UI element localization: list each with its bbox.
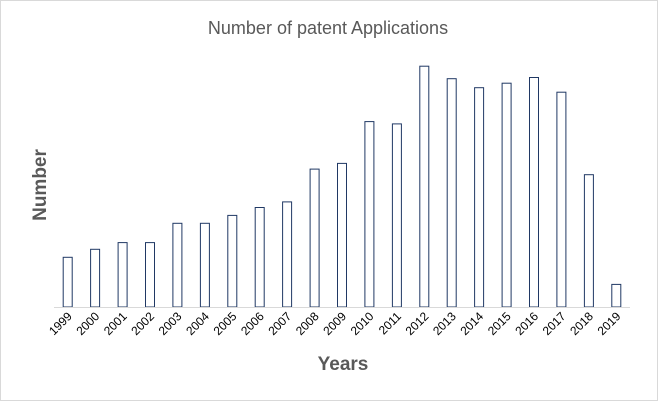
x-tick-label-2007: 2007 [265, 309, 294, 338]
x-tick-label-2000: 2000 [73, 309, 102, 338]
bar-2005 [227, 214, 238, 308]
x-tick-label-2015: 2015 [485, 309, 514, 338]
bar-2002 [145, 242, 155, 308]
bar-2017 [556, 91, 567, 308]
x-tick-label-2003: 2003 [156, 309, 185, 338]
x-tick-label-2016: 2016 [512, 309, 541, 338]
x-tick-label-2002: 2002 [128, 309, 157, 338]
bar-2006 [254, 207, 265, 308]
bar-2013 [446, 78, 457, 308]
y-axis-label: Number [30, 149, 51, 221]
bar-2001 [117, 242, 128, 308]
bar-1999 [62, 256, 73, 308]
x-tick-labels: 1999200020012002200320042005200620072008… [46, 309, 624, 338]
x-tick-label-2017: 2017 [540, 309, 569, 338]
bar-2007 [282, 201, 293, 308]
x-tick-label-2006: 2006 [238, 309, 267, 338]
x-tick-label-2018: 2018 [567, 309, 596, 338]
bar-2015 [501, 82, 512, 308]
bar-2000 [90, 248, 101, 308]
bar-2008 [309, 168, 320, 308]
bar-2010 [364, 121, 375, 308]
x-tick-label-2008: 2008 [293, 309, 322, 338]
bar-2012 [419, 65, 430, 308]
x-tick-label-2019: 2019 [595, 309, 624, 338]
x-tick-label-2011: 2011 [376, 309, 404, 337]
bars-group [62, 65, 622, 308]
x-tick-label-2010: 2010 [348, 309, 377, 338]
bar-2004 [199, 222, 210, 308]
bar-2014 [474, 87, 485, 308]
chart-title: Number of patent Applications [208, 18, 448, 38]
bar-2018 [583, 174, 594, 308]
bar-2009 [337, 162, 347, 308]
bar-2003 [172, 222, 183, 308]
x-tick-label-1999: 1999 [46, 309, 75, 338]
bar-2011 [391, 123, 402, 308]
bar-2019 [611, 283, 622, 308]
x-tick-label-2004: 2004 [183, 309, 212, 338]
bar-2016 [529, 77, 539, 308]
x-tick-label-2001: 2001 [101, 309, 130, 338]
x-tick-label-2009: 2009 [320, 309, 349, 338]
x-axis-label: Years [318, 354, 369, 375]
x-tick-label-2014: 2014 [457, 309, 486, 338]
x-tick-label-2013: 2013 [430, 309, 459, 338]
x-tick-label-2012: 2012 [403, 309, 432, 338]
x-tick-label-2005: 2005 [211, 309, 240, 338]
